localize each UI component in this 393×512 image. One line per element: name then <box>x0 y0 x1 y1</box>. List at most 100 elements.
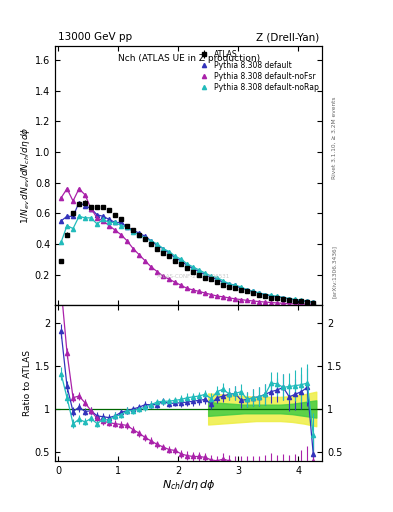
Pythia 8.308 default <box>293 297 298 303</box>
Pythia 8.308 default-noRap <box>149 238 153 244</box>
Pythia 8.308 default-noRap <box>281 294 286 301</box>
Pythia 8.308 default-noRap <box>263 291 268 297</box>
Pythia 8.308 default-noRap <box>137 231 141 238</box>
Pythia 8.308 default-noFsr <box>311 301 316 307</box>
Pythia 8.308 default-noRap <box>269 292 274 298</box>
Pythia 8.308 default-noFsr <box>209 291 213 297</box>
Pythia 8.308 default-noFsr <box>143 258 147 264</box>
Pythia 8.308 default-noRap <box>119 222 123 228</box>
Pythia 8.308 default <box>101 214 105 220</box>
Pythia 8.308 default <box>305 298 310 305</box>
Pythia 8.308 default <box>275 294 279 300</box>
Pythia 8.308 default-noFsr <box>113 227 118 233</box>
Pythia 8.308 default-noFsr <box>203 290 208 296</box>
Pythia 8.308 default-noFsr <box>125 238 129 244</box>
Pythia 8.308 default <box>191 265 195 271</box>
X-axis label: $N_{ch}/d\eta\,d\phi$: $N_{ch}/d\eta\,d\phi$ <box>162 478 215 493</box>
Pythia 8.308 default-noFsr <box>299 301 304 307</box>
Pythia 8.308 default <box>221 279 226 285</box>
Pythia 8.308 default-noRap <box>113 219 118 225</box>
Pythia 8.308 default <box>287 296 292 302</box>
Pythia 8.308 default-noRap <box>275 293 279 300</box>
Pythia 8.308 default <box>227 281 231 287</box>
Pythia 8.308 default <box>215 276 220 282</box>
Pythia 8.308 default-noFsr <box>101 218 105 224</box>
Pythia 8.308 default-noFsr <box>65 186 70 192</box>
Pythia 8.308 default-noFsr <box>83 192 87 198</box>
Pythia 8.308 default-noFsr <box>275 300 279 306</box>
Pythia 8.308 default-noRap <box>77 214 81 220</box>
Pythia 8.308 default-noFsr <box>197 288 202 294</box>
Pythia 8.308 default <box>257 290 262 296</box>
Pythia 8.308 default-noRap <box>233 282 237 288</box>
Pythia 8.308 default-noFsr <box>149 264 153 270</box>
Y-axis label: Ratio to ATLAS: Ratio to ATLAS <box>23 350 32 416</box>
Pythia 8.308 default-noRap <box>227 281 231 287</box>
Pythia 8.308 default-noRap <box>167 248 171 254</box>
Pythia 8.308 default-noFsr <box>131 245 136 251</box>
Pythia 8.308 default-noRap <box>131 228 136 234</box>
Text: Nch (ATLAS UE in Z production): Nch (ATLAS UE in Z production) <box>118 54 260 63</box>
Pythia 8.308 default-noRap <box>239 284 244 290</box>
Pythia 8.308 default <box>185 262 189 268</box>
Pythia 8.308 default-noFsr <box>155 268 160 274</box>
Pythia 8.308 default-noFsr <box>185 285 189 291</box>
Pythia 8.308 default-noRap <box>311 299 316 305</box>
Pythia 8.308 default <box>209 274 213 281</box>
Pythia 8.308 default-noRap <box>191 264 195 270</box>
Text: 13000 GeV pp: 13000 GeV pp <box>58 32 132 42</box>
Pythia 8.308 default-noRap <box>65 222 70 228</box>
Pythia 8.308 default-noRap <box>83 215 87 221</box>
Pythia 8.308 default <box>269 293 274 299</box>
Y-axis label: $1/N_{ev}\,dN_{ev}/dN_{ch}/d\eta\,d\phi$: $1/N_{ev}\,dN_{ev}/dN_{ch}/d\eta\,d\phi$ <box>19 127 32 224</box>
Pythia 8.308 default <box>239 285 244 291</box>
Pythia 8.308 default-noFsr <box>71 198 75 204</box>
Pythia 8.308 default-noRap <box>161 245 165 251</box>
Pythia 8.308 default-noRap <box>71 225 75 231</box>
Pythia 8.308 default-noRap <box>245 287 250 293</box>
Pythia 8.308 default <box>251 288 255 294</box>
Pythia 8.308 default-noRap <box>251 288 255 294</box>
Pythia 8.308 default-noRap <box>125 224 129 230</box>
Pythia 8.308 default <box>263 291 268 297</box>
Pythia 8.308 default-noRap <box>299 297 304 304</box>
Pythia 8.308 default <box>71 214 75 220</box>
Pythia 8.308 default-noRap <box>203 270 208 276</box>
Pythia 8.308 default <box>161 245 165 251</box>
Pythia 8.308 default-noRap <box>293 296 298 303</box>
Line: Pythia 8.308 default: Pythia 8.308 default <box>59 200 315 304</box>
Pythia 8.308 default-noFsr <box>245 297 250 304</box>
Pythia 8.308 default-noFsr <box>257 298 262 305</box>
Pythia 8.308 default <box>149 238 153 244</box>
Pythia 8.308 default-noFsr <box>89 206 94 212</box>
Pythia 8.308 default-noFsr <box>293 301 298 307</box>
Pythia 8.308 default <box>233 282 237 288</box>
Pythia 8.308 default-noFsr <box>161 273 165 279</box>
Pythia 8.308 default-noRap <box>107 219 112 225</box>
Pythia 8.308 default-noFsr <box>221 294 226 300</box>
Pythia 8.308 default-noFsr <box>173 279 178 285</box>
Pythia 8.308 default-noRap <box>155 241 160 247</box>
Pythia 8.308 default-noRap <box>215 274 220 281</box>
Pythia 8.308 default-noRap <box>179 256 184 262</box>
Pythia 8.308 default <box>143 233 147 239</box>
Pythia 8.308 default-noRap <box>209 273 213 279</box>
Pythia 8.308 default <box>299 297 304 304</box>
Pythia 8.308 default <box>155 242 160 248</box>
Pythia 8.308 default-noRap <box>173 253 178 259</box>
Pythia 8.308 default-noRap <box>143 234 147 241</box>
Text: [arXiv:1306.3436]: [arXiv:1306.3436] <box>332 245 337 298</box>
Pythia 8.308 default-noFsr <box>305 301 310 307</box>
Pythia 8.308 default-noFsr <box>77 186 81 192</box>
Pythia 8.308 default-noRap <box>101 216 105 222</box>
Pythia 8.308 default-noFsr <box>287 301 292 307</box>
Text: Rivet 3.1.10, ≥ 3.2M events: Rivet 3.1.10, ≥ 3.2M events <box>332 97 337 180</box>
Pythia 8.308 default-noRap <box>89 215 94 221</box>
Pythia 8.308 default-noRap <box>197 267 202 273</box>
Pythia 8.308 default <box>89 206 94 212</box>
Pythia 8.308 default <box>203 271 208 278</box>
Pythia 8.308 default <box>137 230 141 236</box>
Pythia 8.308 default <box>173 254 178 261</box>
Pythia 8.308 default <box>131 227 136 233</box>
Pythia 8.308 default-noFsr <box>233 296 237 302</box>
